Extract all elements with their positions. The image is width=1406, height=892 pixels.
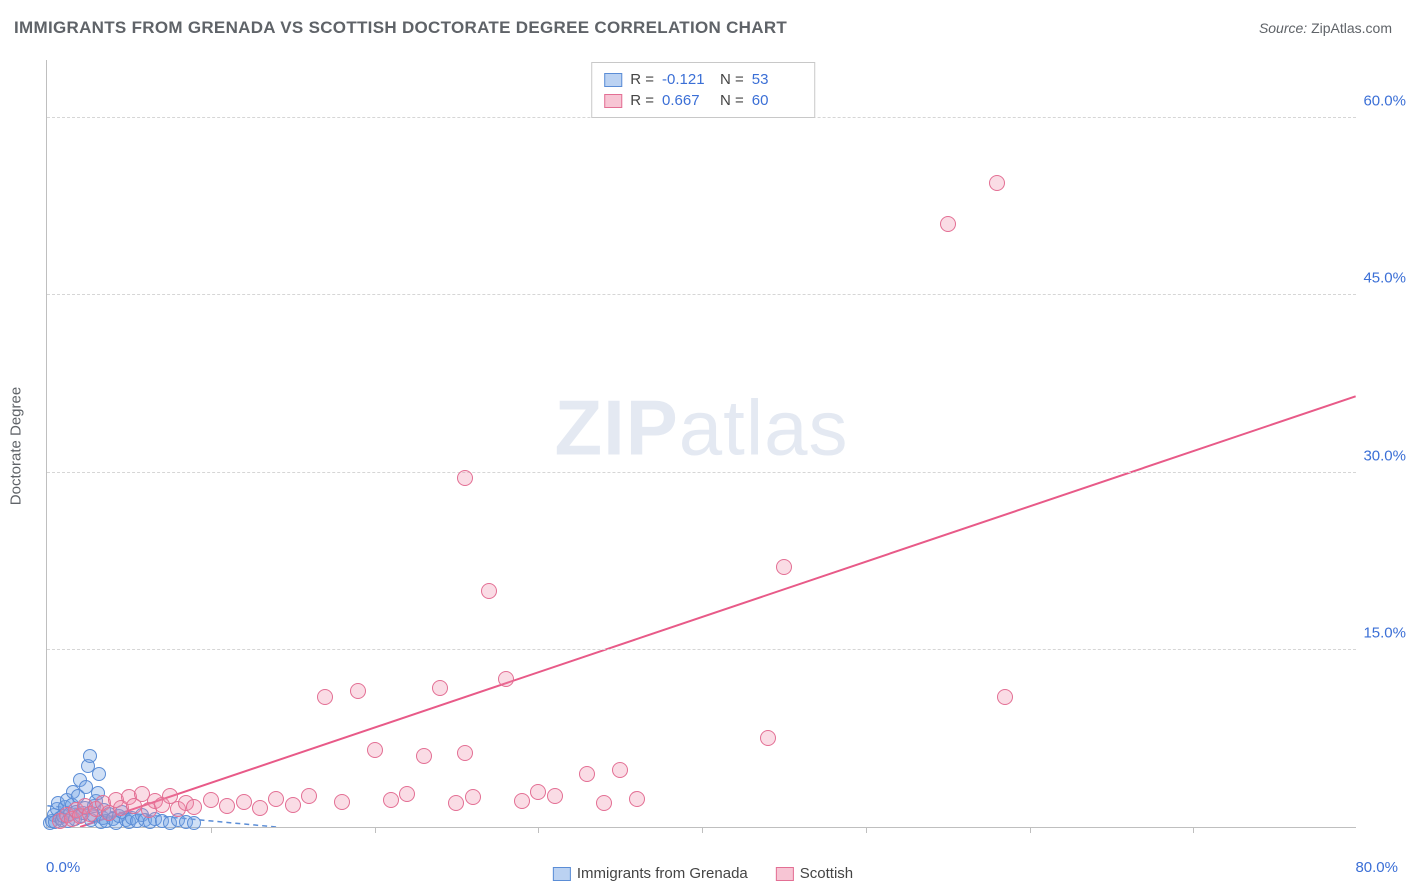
data-point [236, 794, 252, 810]
r-label: R = [630, 92, 654, 109]
r-label: R = [630, 71, 654, 88]
bottom-legend: Immigrants from Grenada Scottish [553, 865, 853, 882]
data-point [465, 789, 481, 805]
chart-title: IMMIGRANTS FROM GRENADA VS SCOTTISH DOCT… [14, 18, 787, 38]
trend-line [80, 396, 1356, 827]
x-axis-start-label: 0.0% [46, 859, 80, 876]
x-tick [702, 827, 703, 833]
legend-swatch [553, 867, 571, 881]
n-label: N = [720, 71, 744, 88]
data-point [481, 583, 497, 599]
data-point [579, 766, 595, 782]
data-point [596, 795, 612, 811]
data-point [432, 680, 448, 696]
data-point [83, 749, 97, 763]
r-value: 0.667 [662, 92, 712, 109]
x-tick [866, 827, 867, 833]
n-label: N = [720, 92, 744, 109]
data-point [285, 797, 301, 813]
data-point [530, 784, 546, 800]
data-point [547, 788, 563, 804]
data-point [514, 793, 530, 809]
x-tick [1030, 827, 1031, 833]
gridline [47, 649, 1356, 650]
data-point [92, 767, 106, 781]
legend-swatch [604, 94, 622, 108]
plot-area: ZIPatlas 15.0%30.0%45.0%60.0% [46, 60, 1356, 828]
data-point [301, 788, 317, 804]
source-attribution: Source: ZipAtlas.com [1259, 20, 1392, 36]
y-tick-label: 30.0% [1358, 447, 1406, 464]
data-point [416, 748, 432, 764]
n-value: 60 [752, 92, 802, 109]
y-tick-label: 15.0% [1358, 624, 1406, 641]
n-value: 53 [752, 71, 802, 88]
data-point [448, 795, 464, 811]
legend-swatch [776, 867, 794, 881]
data-point [457, 470, 473, 486]
x-tick [1193, 827, 1194, 833]
stats-row: R = -0.121 N = 53 [604, 69, 802, 90]
x-tick [211, 827, 212, 833]
data-point [203, 792, 219, 808]
data-point [989, 175, 1005, 191]
data-point [252, 800, 268, 816]
r-value: -0.121 [662, 71, 712, 88]
data-point [186, 799, 202, 815]
y-tick-label: 60.0% [1358, 93, 1406, 110]
data-point [399, 786, 415, 802]
data-point [776, 559, 792, 575]
data-point [383, 792, 399, 808]
data-point [219, 798, 235, 814]
legend-swatch [604, 73, 622, 87]
gridline [47, 294, 1356, 295]
data-point [334, 794, 350, 810]
x-tick [375, 827, 376, 833]
data-point [940, 216, 956, 232]
stats-legend: R = -0.121 N = 53 R = 0.667 N = 60 [591, 62, 815, 118]
legend-label: Scottish [800, 865, 853, 882]
y-tick-label: 45.0% [1358, 270, 1406, 287]
watermark: ZIPatlas [554, 383, 848, 474]
data-point [268, 791, 284, 807]
data-point [760, 730, 776, 746]
y-axis-title: Doctorate Degree [8, 387, 25, 505]
data-point [350, 683, 366, 699]
data-point [498, 671, 514, 687]
x-axis-end-label: 80.0% [1355, 859, 1398, 876]
watermark-suffix: atlas [679, 384, 849, 472]
data-point [367, 742, 383, 758]
legend-item: Scottish [776, 865, 853, 882]
source-label: Source: [1259, 20, 1307, 36]
trend-lines [47, 60, 1356, 827]
x-tick [538, 827, 539, 833]
watermark-prefix: ZIP [554, 384, 678, 472]
data-point [187, 816, 201, 830]
source-name: ZipAtlas.com [1311, 20, 1392, 36]
data-point [612, 762, 628, 778]
legend-item: Immigrants from Grenada [553, 865, 748, 882]
stats-row: R = 0.667 N = 60 [604, 90, 802, 111]
data-point [457, 745, 473, 761]
data-point [997, 689, 1013, 705]
data-point [317, 689, 333, 705]
gridline [47, 472, 1356, 473]
legend-label: Immigrants from Grenada [577, 865, 748, 882]
data-point [629, 791, 645, 807]
